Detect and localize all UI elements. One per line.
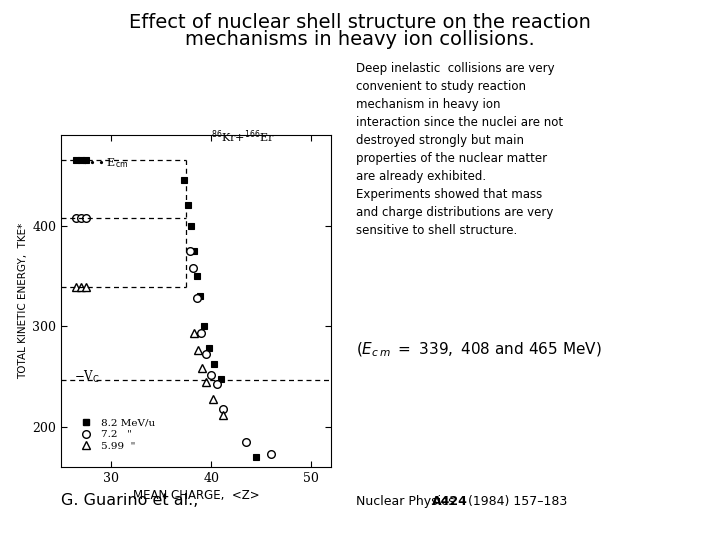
X-axis label: MEAN CHARGE,  <Z>: MEAN CHARGE, <Z> — [133, 489, 259, 502]
Text: G. Guarino et al.,: G. Guarino et al., — [61, 492, 199, 508]
Text: (1984) 157–183: (1984) 157–183 — [464, 495, 567, 508]
Y-axis label: TOTAL KINETIC ENERGY,  TKE*: TOTAL KINETIC ENERGY, TKE* — [18, 223, 28, 379]
Text: $-$V$_{\rm C}$: $-$V$_{\rm C}$ — [74, 368, 100, 384]
Text: Effect of nuclear shell structure on the reaction: Effect of nuclear shell structure on the… — [129, 14, 591, 32]
Text: Nuclear Physics: Nuclear Physics — [356, 495, 459, 508]
Legend: 8.2 MeV/u, 7.2   ", 5.99  ": 8.2 MeV/u, 7.2 ", 5.99 " — [72, 414, 159, 455]
Text: Deep inelastic  collisions are very
convenient to study reaction
mechanism in he: Deep inelastic collisions are very conve… — [356, 62, 564, 237]
Text: $^{86}$Kr+$^{166}$Er: $^{86}$Kr+$^{166}$Er — [211, 129, 275, 145]
Text: $(E_{c\,m}\ =\ 339,\ 408\ {\rm and}\ 465\ {\rm MeV})$: $(E_{c\,m}\ =\ 339,\ 408\ {\rm and}\ 465… — [356, 340, 602, 359]
Text: mechanisms in heavy ion collisions.: mechanisms in heavy ion collisions. — [185, 30, 535, 49]
Text: $\bullet\!\bullet\!\bullet$E$_{\rm cm}$: $\bullet\!\bullet\!\bullet$E$_{\rm cm}$ — [81, 156, 129, 170]
Text: A424: A424 — [432, 495, 468, 508]
